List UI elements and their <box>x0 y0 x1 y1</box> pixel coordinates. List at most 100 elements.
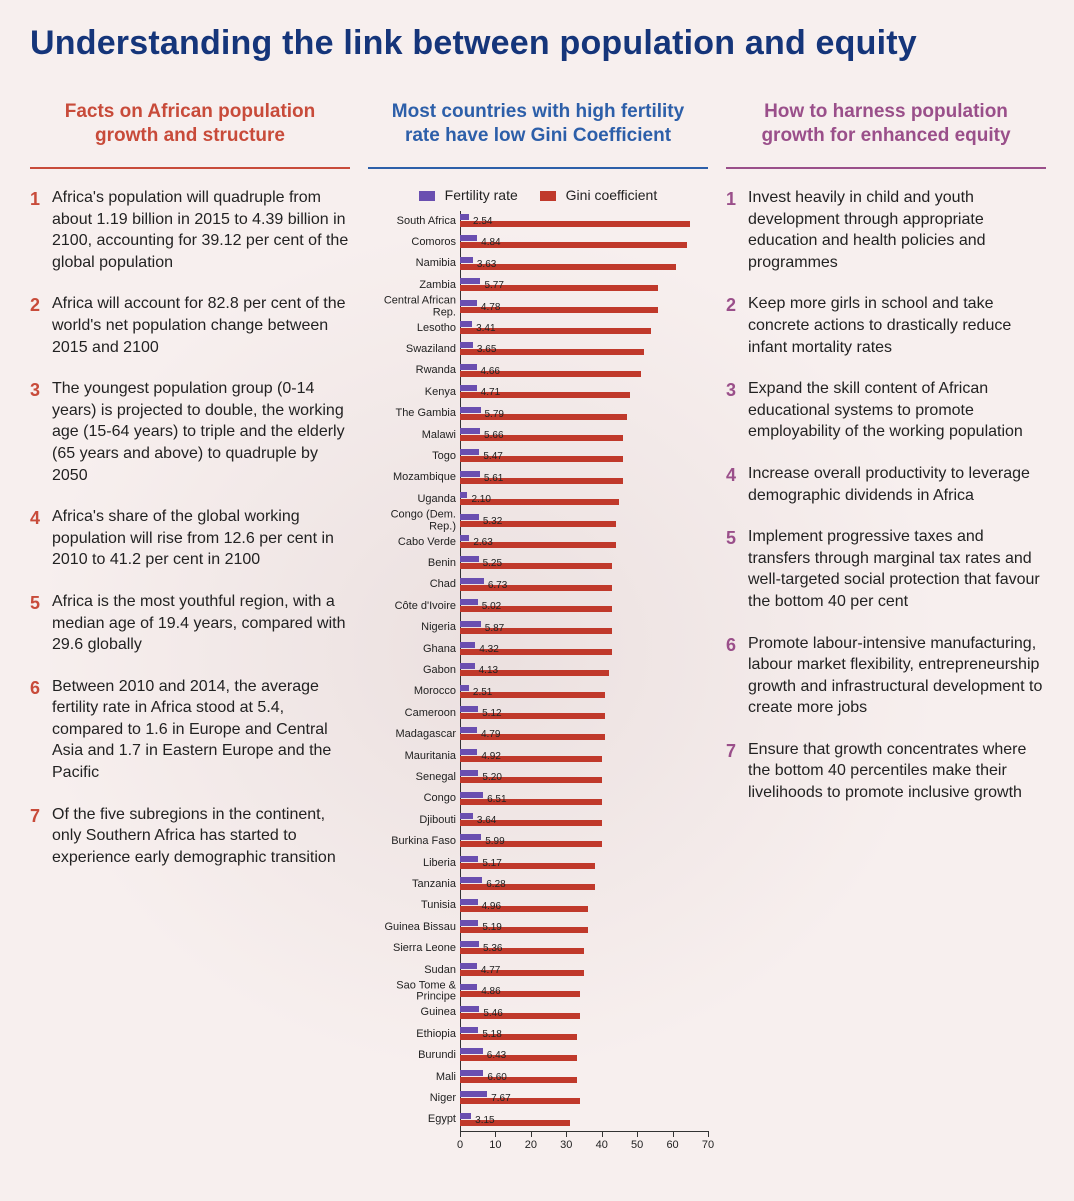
chart-row: 5.77 <box>460 275 708 296</box>
legend-item-fertility: Fertility rate <box>419 187 518 203</box>
fertility-value-label: 5.18 <box>482 1029 501 1040</box>
bar-fertility <box>460 1070 483 1076</box>
bar-gini <box>460 841 602 847</box>
fertility-value-label: 5.02 <box>482 601 501 612</box>
mid-heading: Most countries with high fertility rate … <box>368 89 708 169</box>
fertility-value-label: 2.10 <box>471 494 490 505</box>
fertility-value-label: 6.60 <box>487 1072 506 1083</box>
bar-gini <box>460 1034 577 1040</box>
fertility-value-label: 2.51 <box>473 687 492 698</box>
legend-label-fertility: Fertility rate <box>445 187 518 203</box>
bar-fertility <box>460 342 473 348</box>
bar-fertility <box>460 471 480 477</box>
bar-fertility <box>460 899 478 905</box>
country-label: Namibia <box>368 259 456 271</box>
chart-row: 5.66 <box>460 425 708 446</box>
bar-fertility <box>460 834 481 840</box>
legend-swatch-gini <box>540 191 556 201</box>
page-title: Understanding the link between populatio… <box>30 24 1044 63</box>
chart-row: 4.71 <box>460 382 708 403</box>
bar-gini <box>460 799 602 805</box>
country-label: Mozambique <box>368 473 456 485</box>
bar-gini <box>460 906 588 912</box>
legend-label-gini: Gini coefficient <box>566 187 658 203</box>
country-label: Comoros <box>368 237 456 249</box>
fertility-value-label: 5.77 <box>484 280 503 291</box>
fertility-value-label: 4.66 <box>481 366 500 377</box>
x-tick-label: 10 <box>489 1139 501 1151</box>
country-label: Congo <box>368 794 456 806</box>
country-label: Ghana <box>368 644 456 656</box>
fertility-value-label: 5.47 <box>483 451 502 462</box>
country-label: Tunisia <box>368 901 456 913</box>
fertility-value-label: 5.66 <box>484 430 503 441</box>
bar-gini <box>460 1013 580 1019</box>
bar-fertility <box>460 599 478 605</box>
country-label: Egypt <box>368 1115 456 1127</box>
bar-fertility <box>460 1091 487 1097</box>
bar-fertility <box>460 385 477 391</box>
bar-fertility <box>460 556 479 562</box>
columns-container: Facts on African population growth and s… <box>30 89 1044 1171</box>
bar-gini <box>460 991 580 997</box>
chart-row: 3.15 <box>460 1110 708 1131</box>
chart-row: 5.20 <box>460 767 708 788</box>
fertility-value-label: 5.19 <box>482 922 501 933</box>
bar-fertility <box>460 877 482 883</box>
legend-item-gini: Gini coefficient <box>540 187 657 203</box>
chart-row: 4.66 <box>460 361 708 382</box>
bar-fertility <box>460 727 477 733</box>
country-label: Madagascar <box>368 729 456 741</box>
bar-fertility <box>460 235 477 241</box>
country-label: Malawi <box>368 430 456 442</box>
chart-row: 4.77 <box>460 960 708 981</box>
x-tick-label: 70 <box>702 1139 714 1151</box>
x-tick <box>637 1131 638 1137</box>
bar-fertility <box>460 963 477 969</box>
fertility-value-label: 2.63 <box>473 537 492 548</box>
bar-gini <box>460 884 595 890</box>
fertility-value-label: 3.64 <box>477 815 496 826</box>
chart-row: 3.41 <box>460 318 708 339</box>
fertility-value-label: 6.28 <box>486 879 505 890</box>
x-tick <box>566 1131 567 1137</box>
chart-row: 2.54 <box>460 211 708 232</box>
country-label: Congo (Dem. Rep.) <box>368 510 456 533</box>
left-column: Facts on African population growth and s… <box>30 89 350 1171</box>
country-label: Burundi <box>368 1050 456 1062</box>
chart-row: 4.13 <box>460 660 708 681</box>
bar-fertility <box>460 214 469 220</box>
right-column: How to harness population growth for enh… <box>726 89 1046 1171</box>
x-axis: 010203040506070 <box>460 1135 708 1165</box>
fertility-value-label: 4.96 <box>482 901 501 912</box>
chart-row: 3.63 <box>460 254 708 275</box>
chart-row: 3.64 <box>460 810 708 831</box>
fertility-value-label: 3.65 <box>477 344 496 355</box>
country-label: Chad <box>368 580 456 592</box>
bar-gini <box>460 948 584 954</box>
infographic-page: Understanding the link between populatio… <box>0 0 1074 1201</box>
chart-row: 6.43 <box>460 1045 708 1066</box>
chart-row: 6.28 <box>460 874 708 895</box>
fertility-value-label: 6.73 <box>488 580 507 591</box>
chart-row: 5.02 <box>460 596 708 617</box>
chart-row: 5.99 <box>460 831 708 852</box>
chart-row: 4.92 <box>460 746 708 767</box>
right-list: Invest heavily in child and youth develo… <box>726 187 1046 804</box>
country-label: Sudan <box>368 965 456 977</box>
chart-row: 5.36 <box>460 938 708 959</box>
chart-row: 5.12 <box>460 703 708 724</box>
bar-fertility <box>460 770 478 776</box>
fertility-value-label: 4.71 <box>481 387 500 398</box>
chart-row: 5.25 <box>460 553 708 574</box>
chart-row: 4.84 <box>460 232 708 253</box>
fertility-value-label: 2.54 <box>473 216 492 227</box>
list-item: The youngest population group (0-14 year… <box>30 378 350 486</box>
x-tick-label: 30 <box>560 1139 572 1151</box>
legend-swatch-fertility <box>419 191 435 201</box>
country-label: Rwanda <box>368 366 456 378</box>
bar-gini <box>460 221 690 227</box>
bar-fertility <box>460 749 477 755</box>
country-label: Djibouti <box>368 815 456 827</box>
x-axis-line <box>460 1131 708 1132</box>
